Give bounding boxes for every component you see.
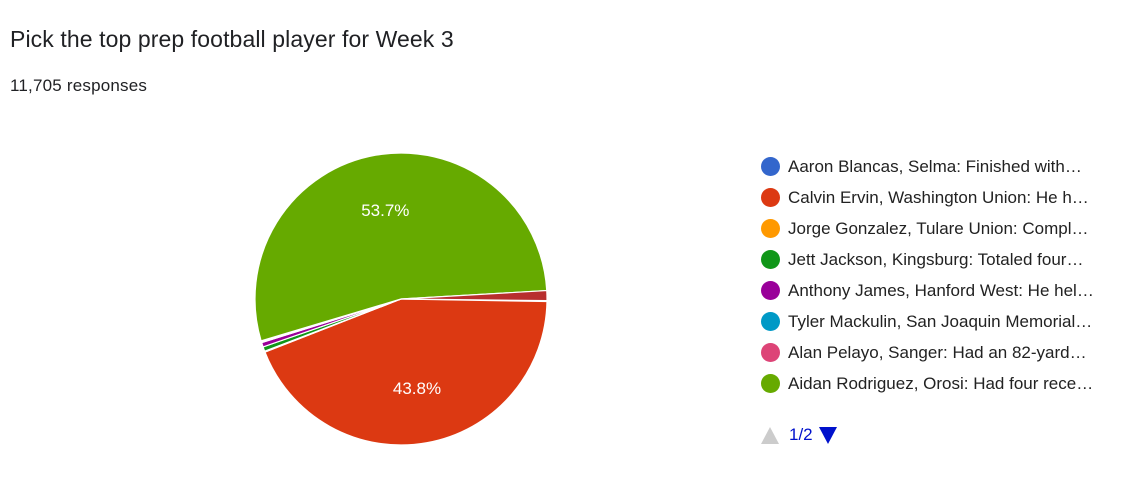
legend-pager: 1/2 — [761, 425, 837, 445]
legend-label: Jett Jackson, Kingsburg: Totaled four… — [788, 249, 1084, 269]
legend-dot-icon — [761, 219, 780, 238]
legend-label: Calvin Ervin, Washington Union: He h… — [788, 187, 1089, 207]
legend-label: Aidan Rodriguez, Orosi: Had four rece… — [788, 373, 1094, 393]
legend-dot-icon — [761, 157, 780, 176]
legend-item[interactable]: Jorge Gonzalez, Tulare Union: Compl… — [761, 213, 1140, 244]
legend-dot-icon — [761, 188, 780, 207]
legend-item[interactable]: Alan Pelayo, Sanger: Had an 82-yard… — [761, 337, 1140, 368]
legend-label: Tyler Mackulin, San Joaquin Memorial… — [788, 311, 1093, 331]
legend-label: Aaron Blancas, Selma: Finished with… — [788, 156, 1082, 176]
previous-page-arrow-icon[interactable] — [761, 426, 779, 444]
legend-item[interactable]: Calvin Ervin, Washington Union: He h… — [761, 182, 1140, 213]
legend: Aaron Blancas, Selma: Finished with… Cal… — [761, 151, 1140, 399]
page-indicator: 1/2 — [789, 425, 813, 444]
legend-item[interactable]: Anthony James, Hanford West: He hel… — [761, 275, 1140, 306]
legend-label: Anthony James, Hanford West: He hel… — [788, 280, 1094, 300]
legend-dot-icon — [761, 312, 780, 331]
chart-title: Pick the top prep football player for We… — [10, 26, 454, 52]
pie-slice[interactable] — [254, 152, 548, 342]
legend-label: Jorge Gonzalez, Tulare Union: Compl… — [788, 218, 1089, 238]
legend-dot-icon — [761, 250, 780, 269]
legend-label: Alan Pelayo, Sanger: Had an 82-yard… — [788, 342, 1087, 362]
slice-percent-label: 43.8% — [393, 379, 441, 398]
pie-chart: 53.7% 43.8% — [254, 152, 548, 446]
legend-item[interactable]: Aidan Rodriguez, Orosi: Had four rece… — [761, 368, 1140, 399]
slice-percent-label: 53.7% — [361, 201, 409, 220]
legend-dot-icon — [761, 374, 780, 393]
legend-item[interactable]: Aaron Blancas, Selma: Finished with… — [761, 151, 1140, 182]
pie-slice[interactable] — [264, 298, 548, 446]
legend-dot-icon — [761, 343, 780, 362]
pie-slice[interactable] — [400, 289, 548, 302]
legend-dot-icon — [761, 281, 780, 300]
legend-item[interactable]: Jett Jackson, Kingsburg: Totaled four… — [761, 244, 1140, 275]
response-count: 11,705 responses — [10, 76, 148, 95]
next-page-arrow-icon[interactable] — [818, 426, 837, 444]
legend-item[interactable]: Tyler Mackulin, San Joaquin Memorial… — [761, 306, 1140, 337]
